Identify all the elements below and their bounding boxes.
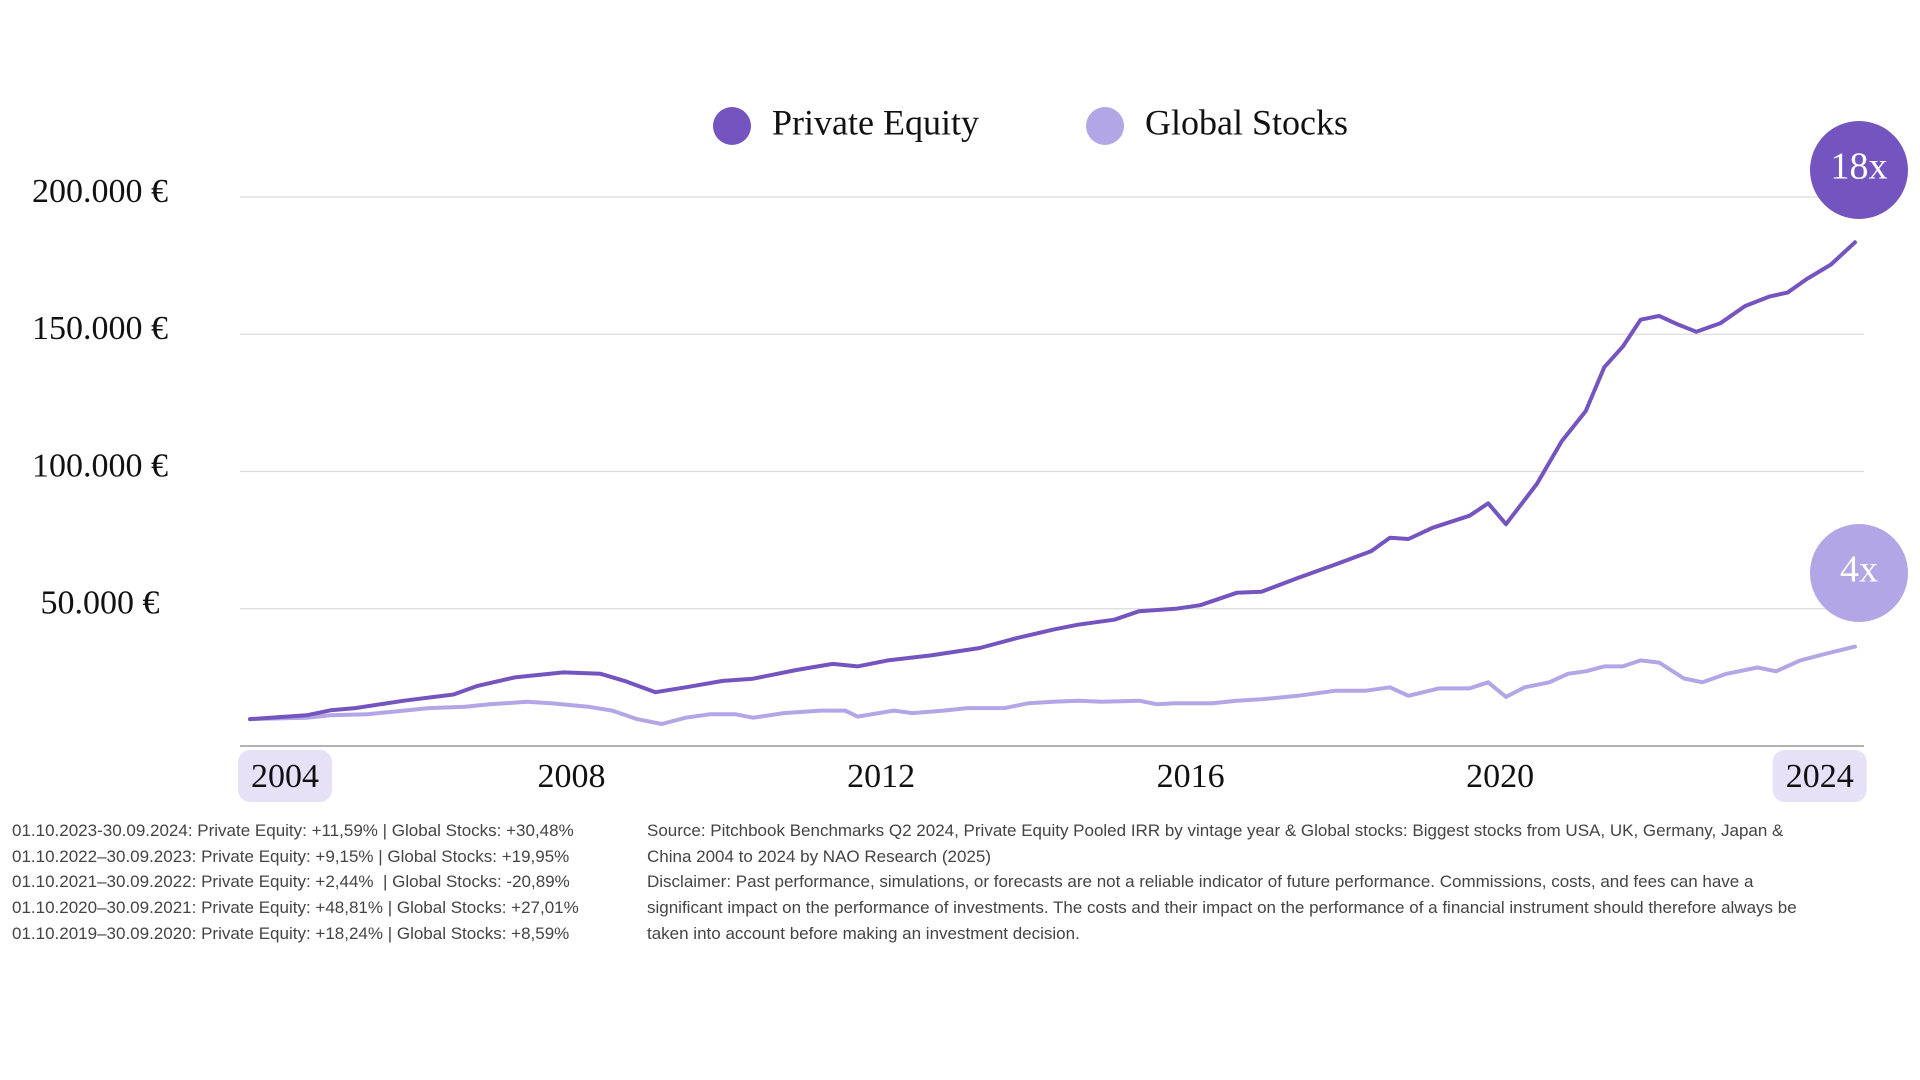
series-line <box>248 644 1857 726</box>
y-tick-label: 200.000 € <box>32 173 168 210</box>
x-tick-highlight <box>1772 750 1867 802</box>
footnote: 01.10.2023-30.09.2024: Private Equity: +… <box>12 821 574 840</box>
footnote: 01.10.2019–30.09.2020: Private Equity: +… <box>12 923 570 943</box>
footnote: 01.10.2020–30.09.2021: Private Equity: +… <box>12 898 579 918</box>
legend-label: Global Stocks <box>1145 102 1348 142</box>
y-tick-label: 100.000 € <box>32 447 168 484</box>
annotation-bubble <box>1810 524 1908 622</box>
footnote: 01.10.2022–30.09.2023: Private Equity: +… <box>12 846 570 866</box>
source: Source: Pitchbook Benchmarks Q2 2024, Pr… <box>647 821 1784 866</box>
footnotes: 01.10.2023-30.09.2024: Private Equity: +… <box>12 818 579 947</box>
legend-marker <box>1086 107 1124 145</box>
footnote: 01.10.2021–30.09.2022: Private Equity: +… <box>12 872 570 892</box>
x-tick-label: 2004 <box>251 758 319 795</box>
x-tick-label: 2024 <box>1786 758 1854 795</box>
annotation-bubble <box>1810 121 1908 219</box>
annotation-label: 4x <box>1840 549 1878 591</box>
x-tick-label: 2012 <box>847 758 915 795</box>
y-tick-label: 150.000 € <box>32 310 168 347</box>
disclaimer: Disclaimer: Past performance, simulation… <box>647 872 1797 943</box>
x-tick-label: 2008 <box>538 758 606 795</box>
annotation-label: 18x <box>1831 146 1888 188</box>
x-tick-label: 2020 <box>1466 758 1534 795</box>
series-line <box>248 240 1857 722</box>
legend-marker <box>713 107 751 145</box>
legend-label: Private Equity <box>772 102 979 142</box>
x-tick-label: 2016 <box>1157 758 1225 795</box>
source-disclaimer: Source: Pitchbook Benchmarks Q2 2024, Pr… <box>647 818 1827 947</box>
y-tick-label: 50.000 € <box>41 585 160 622</box>
chart: 50.000 € 100.000 € 150.000 € 200.000 € 2004 2… <box>32 102 1908 802</box>
x-tick-highlight <box>238 750 332 802</box>
